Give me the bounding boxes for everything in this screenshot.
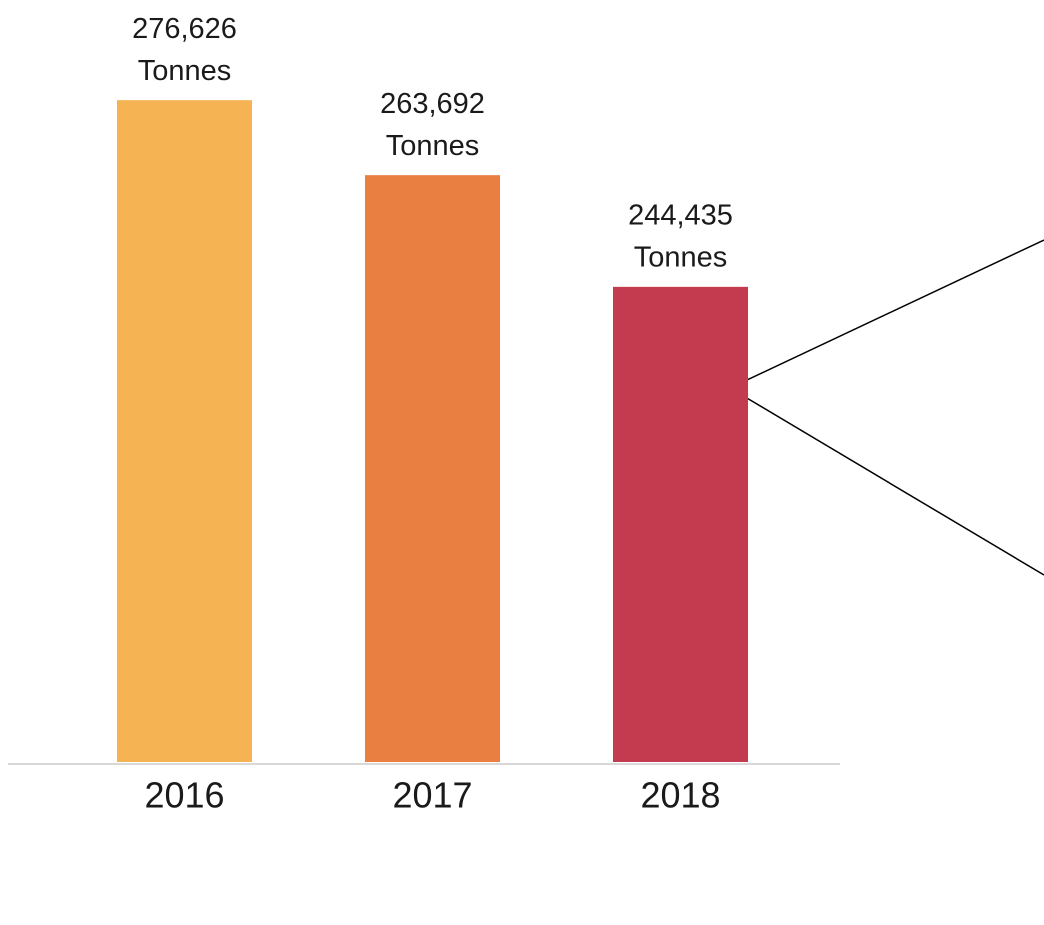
unit-label: Tonnes bbox=[634, 241, 728, 273]
x-tick-label: 2017 bbox=[392, 775, 472, 816]
callout-lines bbox=[728, 239, 1044, 576]
x-tick-label: 2016 bbox=[144, 775, 224, 816]
bar bbox=[613, 286, 748, 762]
unit-label: Tonnes bbox=[138, 55, 232, 87]
x-tick-label: 2018 bbox=[640, 775, 720, 816]
bar bbox=[365, 175, 500, 763]
value-label: 244,435 bbox=[628, 199, 733, 231]
bar bbox=[117, 100, 252, 762]
unit-label: Tonnes bbox=[386, 130, 480, 162]
value-label: 276,626 bbox=[132, 13, 237, 45]
value-label: 263,692 bbox=[380, 88, 485, 120]
